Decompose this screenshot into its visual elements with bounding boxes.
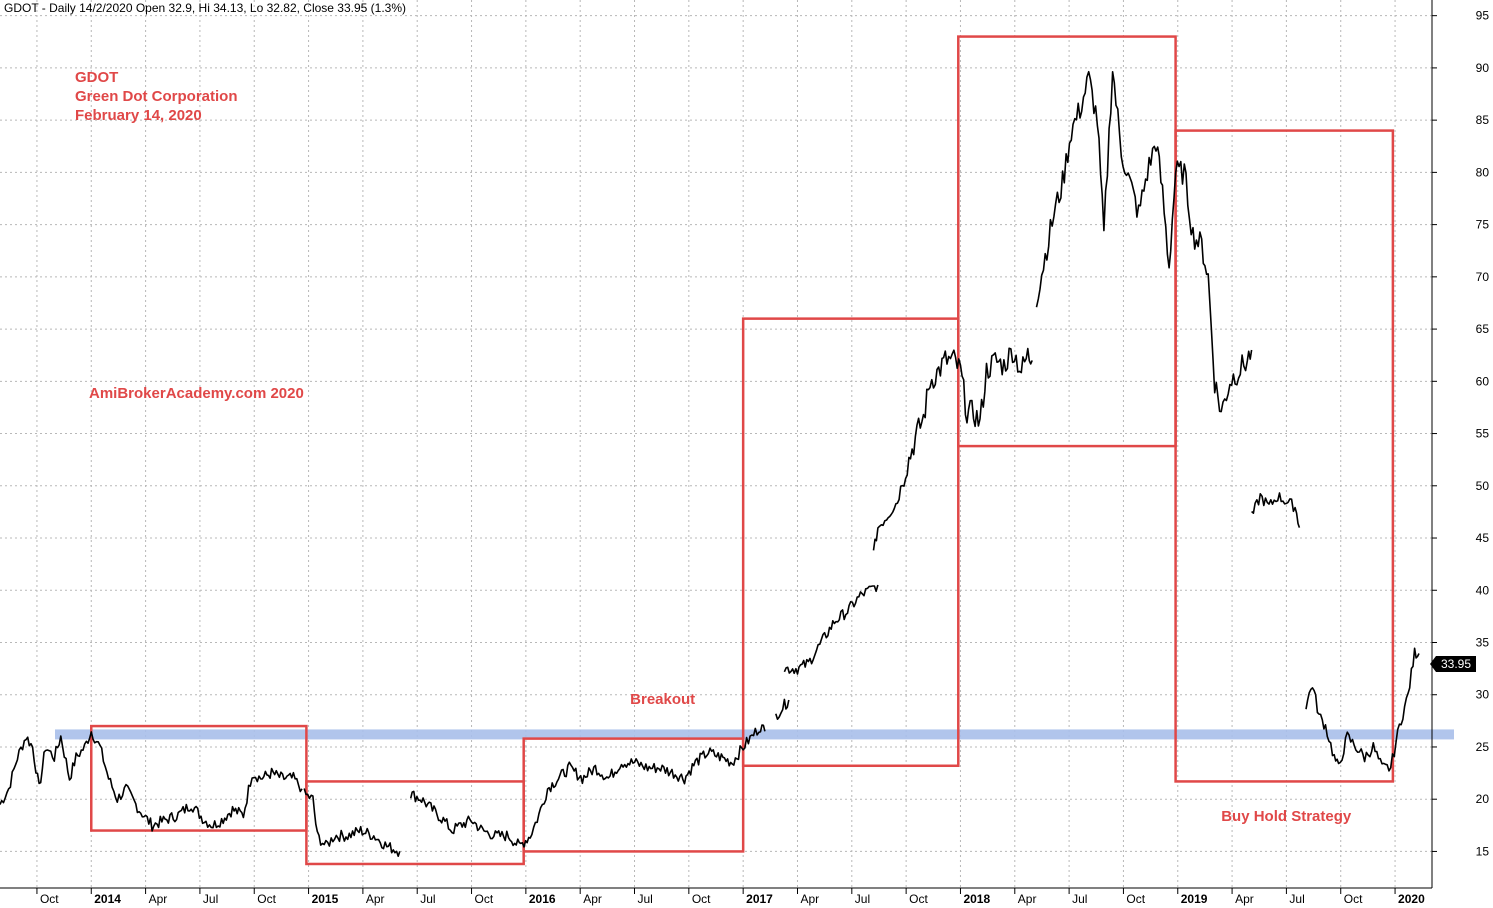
price-line	[1251, 492, 1301, 528]
x-tick-label: Oct	[40, 892, 59, 906]
range-box	[90, 724, 308, 832]
x-tick-label: Jul	[855, 892, 870, 906]
y-tick-label: 95	[1476, 9, 1490, 23]
x-tick-label: Jul	[1072, 892, 1087, 906]
y-tick-label: 30	[1476, 688, 1490, 702]
y-tick-label: 60	[1476, 374, 1490, 388]
x-tick-label: Oct	[475, 892, 494, 906]
chart-header: GDOT - Daily 14/2/2020 Open 32.9, Hi 34.…	[4, 1, 407, 15]
y-tick-label: 45	[1476, 531, 1490, 545]
range-box	[1174, 129, 1395, 783]
x-tick-label: Apr	[800, 892, 819, 906]
range-box	[957, 35, 1177, 448]
x-tick-labels: Oct 2014 Apr Jul Oct 2015 Apr Jul Oct 2016 Apr Jul O…	[40, 892, 1425, 906]
y-tick-label: 50	[1476, 479, 1490, 493]
x-tick-label: Apr	[1235, 892, 1254, 906]
y-tick-label: 55	[1476, 427, 1490, 441]
x-tick-label: 2017	[746, 892, 773, 906]
range-box	[741, 317, 960, 768]
company-name: Green Dot Corporation	[75, 88, 238, 105]
x-tick-label: Oct	[692, 892, 711, 906]
y-tick-label: 25	[1476, 740, 1490, 754]
grid-lines	[0, 0, 1432, 888]
chart-date: February 14, 2020	[75, 107, 202, 124]
y-tick-label: 35	[1476, 635, 1490, 649]
x-tick-label: Apr	[1018, 892, 1037, 906]
price-line	[1305, 647, 1420, 772]
price-line	[303, 788, 401, 858]
x-tick-label: 2014	[94, 892, 121, 906]
x-tick-label: 2018	[963, 892, 990, 906]
x-tick-label: Jul	[1289, 892, 1304, 906]
y-tick-label: 65	[1476, 322, 1490, 336]
x-tick-label: Oct	[1126, 892, 1145, 906]
y-tick-label: 40	[1476, 583, 1490, 597]
y-tick-label: 75	[1476, 218, 1490, 232]
range-boxes	[90, 35, 1395, 866]
x-tick-label: 2019	[1181, 892, 1208, 906]
x-tick-label: Jul	[203, 892, 218, 906]
chart-title-block: GDOT Green Dot Corporation February 14, …	[75, 68, 238, 125]
y-tick-label: 85	[1476, 113, 1490, 127]
annotation-buy-hold: Buy Hold Strategy	[1221, 808, 1352, 825]
price-line	[775, 698, 790, 721]
price-line	[1035, 70, 1253, 413]
x-tick-label: Jul	[420, 892, 435, 906]
y-tick-label: 80	[1476, 165, 1490, 179]
price-line	[783, 584, 879, 675]
x-tick-label: Oct	[909, 892, 928, 906]
price-line	[872, 347, 1033, 551]
x-tick-label: Jul	[638, 892, 653, 906]
watermark: AmiBrokerAcademy.com 2020	[89, 385, 304, 402]
annotation-breakout: Breakout	[630, 690, 696, 708]
x-tick-label: 2020	[1398, 892, 1425, 906]
x-tick-label: Apr	[583, 892, 602, 906]
x-tick-label: Oct	[1344, 892, 1363, 906]
y-tick-label: 90	[1476, 61, 1490, 75]
x-tick-label: 2016	[529, 892, 556, 906]
y-tick-labels: 15 20 25 30 35 40 45 50 55 60 65 70 75 80 85 90 95	[1476, 9, 1490, 859]
price-line	[409, 724, 766, 848]
price-line	[0, 731, 303, 832]
y-tick-label: 20	[1476, 792, 1490, 806]
ticker-title: GDOT	[75, 69, 119, 86]
x-tick-label: Apr	[149, 892, 168, 906]
axes	[0, 0, 1437, 894]
y-tick-label: 70	[1476, 270, 1490, 284]
range-box	[522, 737, 745, 853]
x-tick-label: Apr	[366, 892, 385, 906]
x-tick-label: Oct	[257, 892, 276, 906]
y-tick-label: 15	[1476, 844, 1490, 858]
price-line-group	[0, 70, 1420, 858]
last-price-label: 33.95	[1430, 656, 1476, 672]
x-tick-label: 2015	[312, 892, 339, 906]
